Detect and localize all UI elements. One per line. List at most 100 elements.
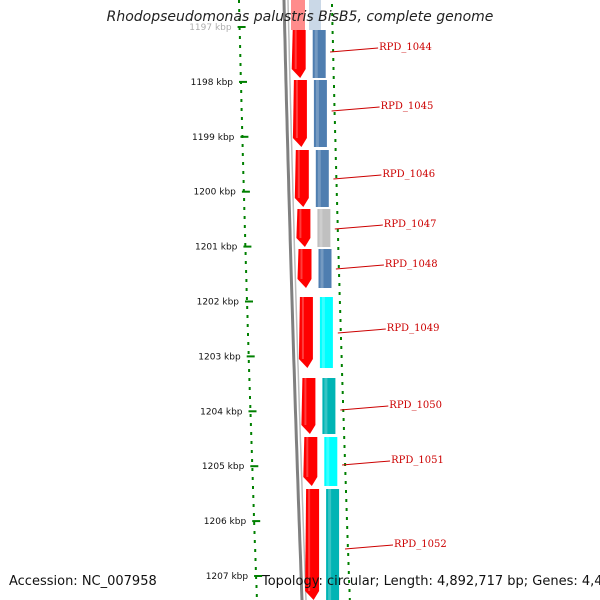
tick-dot (252, 486, 254, 489)
tick-dot (248, 378, 251, 381)
tick-dot (335, 175, 338, 178)
cds-arrow (296, 209, 311, 247)
tick-dot (339, 310, 342, 313)
tick-dot (334, 148, 337, 151)
tick-dot (249, 414, 252, 417)
tick-dot (247, 351, 250, 354)
tick-dot (252, 513, 255, 516)
tick-dot (240, 99, 243, 102)
tick-dot (242, 171, 245, 174)
tick-dot (243, 207, 246, 210)
tick-dot (338, 301, 341, 304)
kbp-tick (246, 355, 255, 358)
cds-highlight (300, 249, 303, 279)
kbp-tick-label: 1201 kbp (195, 243, 238, 253)
tick-dot (251, 459, 254, 462)
tick-dot (255, 585, 258, 588)
tick-dot (348, 598, 351, 600)
cds-highlight (299, 209, 302, 238)
tick-dot (339, 319, 342, 322)
tick-dot (342, 418, 345, 421)
gene-label: RPD_1044 (379, 42, 432, 53)
cog-block (313, 80, 327, 147)
gene-pointer (342, 460, 391, 466)
tick-dot (333, 121, 336, 124)
gene-label: RPD_1049 (387, 323, 440, 334)
tick-dot (342, 400, 344, 403)
gene-label: RPD_1046 (382, 169, 435, 180)
cds-arrow (292, 80, 307, 147)
tick-dot (238, 36, 241, 39)
kbp-tick (237, 26, 246, 28)
tick-dot (337, 238, 340, 241)
tick-dot (247, 333, 249, 336)
cog-highlight (328, 489, 332, 600)
cog-highlight (319, 209, 323, 247)
tick-dot (238, 18, 241, 21)
tick-dot (341, 382, 344, 385)
gene-pointer (334, 224, 383, 230)
tick-dot (346, 526, 349, 529)
gene-label: RPD_1052 (394, 539, 447, 550)
cds-highlight (295, 80, 298, 138)
kbp-tick-label: 1205 kbp (202, 462, 245, 472)
tick-dot (334, 130, 337, 133)
kbp-tick (252, 520, 261, 523)
kbp-tick (239, 80, 247, 83)
cog-block (312, 30, 326, 78)
tick-dot (239, 45, 242, 48)
tick-dot (334, 139, 337, 142)
tick-dot (336, 220, 339, 223)
tick-dot (344, 472, 347, 475)
tick-dot (240, 117, 243, 120)
cds-highlight (308, 489, 311, 591)
tick-dot (251, 468, 254, 471)
kbp-tick (250, 465, 259, 468)
tick-dot (340, 364, 343, 367)
tick-dot (252, 495, 255, 498)
tick-dot (245, 297, 248, 300)
tick-dot (340, 337, 342, 340)
tick-dot (248, 387, 251, 390)
tick-dot (343, 436, 346, 439)
cds-highlight (294, 30, 297, 69)
tick-dot (333, 85, 335, 88)
tick-dot (245, 270, 248, 273)
tick-dots (238, 0, 351, 600)
genome-backbone (282, 0, 307, 600)
cog-highlight (321, 297, 325, 368)
cds-arrow (297, 249, 312, 288)
tick-dot (332, 49, 335, 52)
tick-dot (242, 162, 245, 165)
tick-dot (245, 279, 248, 282)
tick-dot (246, 324, 249, 327)
tick-dot (238, 0, 240, 3)
tick-dot (348, 589, 351, 592)
tick-dot (244, 261, 247, 264)
cog-highlight (315, 80, 319, 147)
tick-dot (244, 234, 247, 237)
kbp-tick (248, 410, 257, 413)
accession-label: Accession: NC_007958 (9, 574, 157, 589)
kbp-tick-label: 1204 kbp (200, 407, 243, 417)
cds-arrow (298, 297, 313, 368)
tick-dot (331, 13, 334, 16)
tick-dot (249, 396, 251, 399)
tick-dot (333, 112, 336, 115)
tick-dot (346, 535, 349, 538)
tick-dot (240, 108, 243, 111)
gene-pointer (333, 174, 382, 180)
tick-dot (344, 481, 347, 484)
tick-dot (332, 67, 335, 70)
tick-dot (341, 391, 344, 394)
tick-dot (345, 490, 347, 493)
kbp-tick-label: 1199 kbp (192, 133, 235, 143)
tick-dot (241, 126, 244, 129)
backbone-outer (282, 0, 304, 600)
tick-dot (249, 423, 252, 426)
tick-dot (241, 153, 244, 156)
cog-highlight (317, 150, 321, 207)
tick-dot (247, 342, 250, 345)
tick-dot (346, 544, 349, 547)
tick-dot (331, 40, 334, 43)
